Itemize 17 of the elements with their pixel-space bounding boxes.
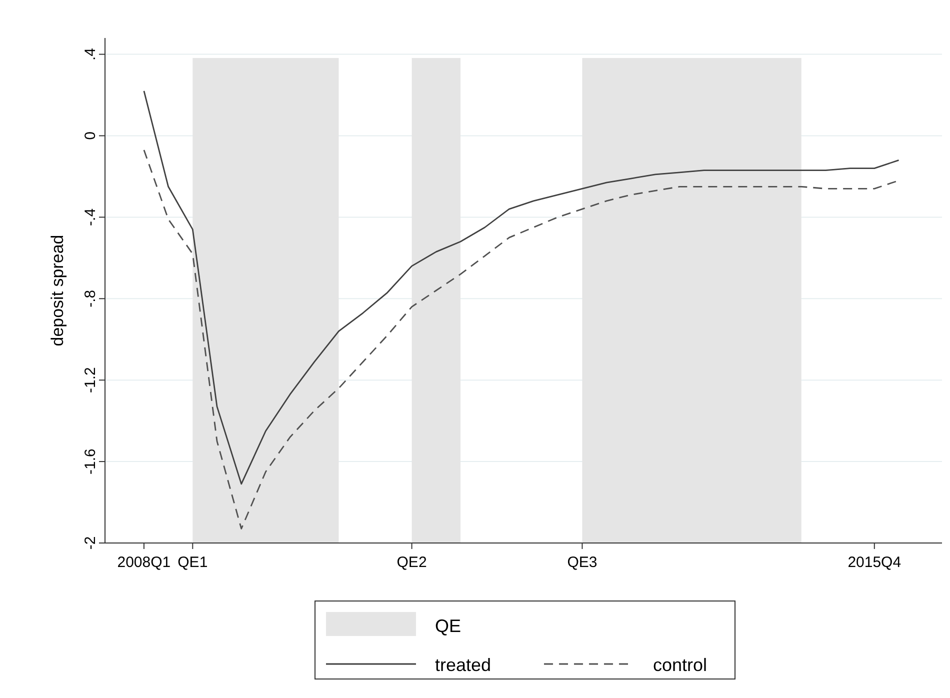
y-axis-title: deposit spread	[48, 234, 67, 346]
x-tick-label: 2008Q1	[117, 554, 171, 571]
line-series	[143, 90, 900, 485]
y-tick-label: -.8	[82, 290, 99, 308]
x-tick-label: QE3	[567, 554, 598, 571]
legend-label: treated	[435, 655, 492, 675]
y-tick-label: -2	[82, 536, 99, 550]
text: QE	[435, 616, 462, 636]
x-tick-label: QE2	[396, 554, 427, 571]
y-tick-label: -.4	[82, 208, 99, 226]
y-tick-label: .4	[82, 48, 99, 61]
y-tick-label: 0	[82, 132, 99, 140]
y-tick-label: -1.6	[82, 448, 99, 474]
legend-label: control	[653, 655, 708, 675]
x-tick-label: QE1	[178, 554, 208, 571]
x-tick-label: 2015Q4	[848, 554, 902, 571]
y-tick-label: -1.2	[82, 367, 99, 394]
